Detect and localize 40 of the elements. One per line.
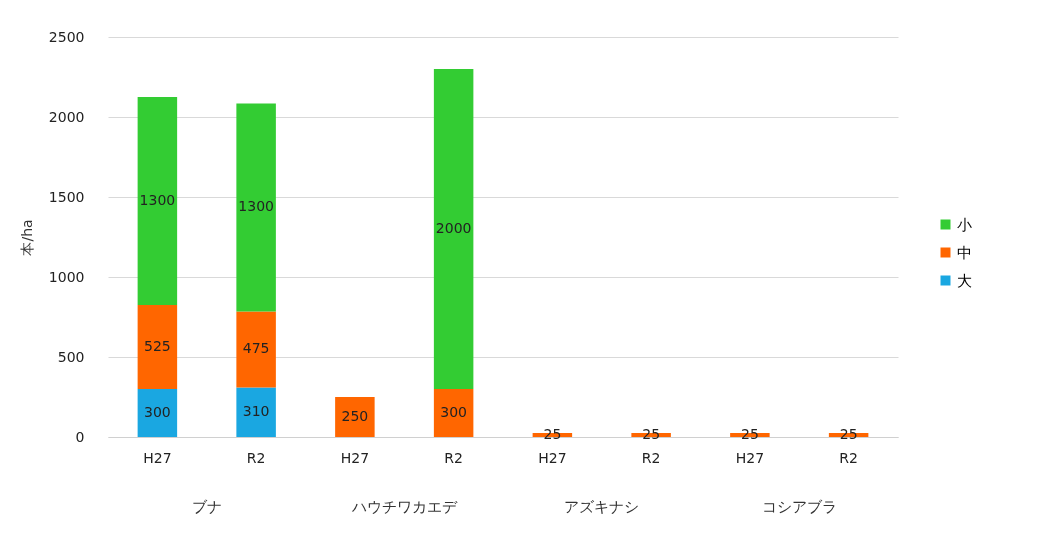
bar xyxy=(236,387,276,437)
bar xyxy=(236,311,276,388)
data-label: 1300 xyxy=(238,198,274,215)
bar xyxy=(137,97,178,305)
data-label: 310 xyxy=(242,403,270,420)
y-tick-label: 500 xyxy=(57,348,85,365)
x-tick-label: R2 xyxy=(839,449,858,466)
data-label: 250 xyxy=(341,408,369,424)
data-label: 1300 xyxy=(139,192,176,208)
bar xyxy=(433,389,474,437)
data-label: 300 xyxy=(440,404,467,420)
x-tick-label: H27 xyxy=(538,449,567,466)
bar xyxy=(137,305,178,389)
x-tick-label: H27 xyxy=(735,449,765,466)
x-tick-label: R2 xyxy=(246,449,266,466)
bar xyxy=(433,69,474,389)
y-tick-label: 2500 xyxy=(48,28,85,45)
y-axis-title: 本/ha xyxy=(18,219,35,256)
text: ブナ xyxy=(191,498,222,516)
text: ハウチワカエデ xyxy=(350,498,458,516)
data-label: 300 xyxy=(144,404,171,420)
data-label: 475 xyxy=(242,340,270,357)
x-tick-label: H27 xyxy=(143,449,172,466)
text: アズキナシ xyxy=(564,498,640,516)
data-label: 525 xyxy=(144,338,171,354)
y-tick-label: 1500 xyxy=(48,188,85,205)
legend-label: 小 xyxy=(957,215,972,234)
x-tick-label: R2 xyxy=(641,449,661,466)
legend-label: 大 xyxy=(957,271,972,290)
y-tick-label: 0 xyxy=(75,428,85,445)
y-tick-label: 2000 xyxy=(48,108,85,125)
x-tick-label: R2 xyxy=(444,449,463,466)
data-label: 2000 xyxy=(435,220,472,236)
text: コシアブラ xyxy=(761,498,837,516)
bar xyxy=(236,103,276,312)
bar xyxy=(335,397,375,437)
y-tick-label: 1000 xyxy=(48,268,85,285)
x-tick-label: H27 xyxy=(340,449,370,466)
bar xyxy=(137,389,178,437)
legend-label: 中 xyxy=(957,243,972,262)
